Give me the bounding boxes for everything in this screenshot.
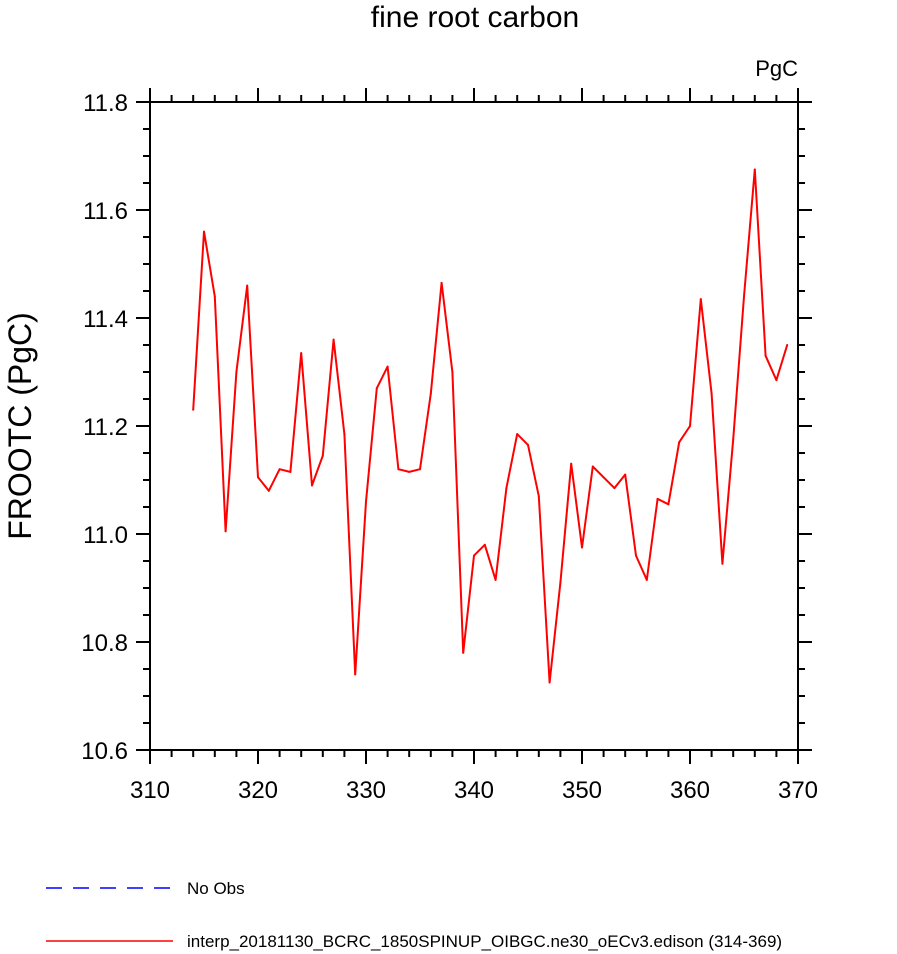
data-point	[710, 392, 713, 395]
data-point	[429, 392, 432, 395]
data-point	[527, 443, 529, 446]
data-point	[613, 487, 616, 490]
data-point	[451, 371, 454, 373]
data-point	[419, 468, 421, 471]
data-point	[505, 487, 508, 490]
y-tick-label: 10.8	[81, 630, 128, 657]
data-point	[581, 546, 583, 549]
x-tick-label: 350	[562, 777, 602, 804]
units-label: PgC	[755, 56, 798, 81]
data-point	[408, 470, 411, 473]
data-point	[721, 562, 724, 565]
y-tick-label: 10.6	[81, 738, 128, 765]
data-point	[537, 495, 540, 498]
data-point	[289, 470, 292, 473]
data-point	[300, 352, 303, 355]
x-tick-label: 320	[238, 777, 278, 804]
data-point	[775, 379, 778, 382]
legend-label: No Obs	[187, 879, 245, 898]
data-point	[494, 578, 497, 581]
data-point	[440, 281, 443, 284]
data-point	[224, 530, 227, 533]
data-point	[516, 433, 519, 436]
x-tick-label: 340	[454, 777, 494, 804]
series-layer	[192, 168, 789, 684]
data-point	[473, 554, 475, 557]
data-point	[246, 284, 249, 287]
data-point	[570, 462, 573, 465]
data-point	[343, 433, 346, 436]
data-point	[591, 465, 594, 468]
x-tick-label: 360	[670, 777, 710, 804]
x-tick-label: 310	[130, 777, 170, 804]
data-point	[332, 338, 335, 341]
data-point	[278, 468, 281, 471]
y-tick-label: 11.4	[83, 306, 128, 333]
data-point	[354, 673, 357, 676]
y-tick-label: 11.0	[83, 522, 128, 549]
x-tick-label: 370	[778, 777, 818, 804]
data-point	[375, 387, 378, 390]
plot-frame	[149, 101, 799, 751]
data-point	[397, 468, 400, 471]
data-point	[559, 581, 562, 584]
data-point	[321, 454, 324, 457]
data-point	[689, 425, 691, 427]
data-point	[667, 503, 670, 506]
data-point	[699, 298, 702, 301]
data-point	[732, 438, 735, 441]
x-tick-label: 330	[346, 777, 386, 804]
data-point	[483, 543, 486, 546]
data-point	[635, 554, 637, 557]
data-point	[203, 230, 205, 233]
data-point	[645, 578, 648, 581]
data-point	[656, 497, 659, 500]
data-point	[743, 295, 745, 298]
data-point	[786, 344, 789, 346]
data-point	[764, 354, 767, 357]
data-point	[753, 168, 756, 171]
data-point	[213, 295, 216, 298]
chart-title: fine root carbon	[371, 1, 579, 34]
y-tick-label: 11.6	[83, 198, 128, 225]
data-point	[267, 489, 270, 492]
data-point	[548, 681, 551, 684]
data-point	[678, 441, 681, 444]
y-tick-label: 11.8	[83, 90, 128, 117]
y-axis-label: FROOTC (PgC)	[2, 312, 38, 540]
y-tick-label: 11.2	[83, 414, 128, 441]
data-point	[365, 500, 367, 503]
data-point	[624, 473, 627, 476]
data-point	[386, 365, 389, 368]
legend: No Obs interp_20181130_BCRC_1850SPINUP_OI…	[46, 879, 782, 951]
axis-ticks: 310 320 330 340 350 360 370 10.6 10.8 11.0 11.2 11.…	[81, 88, 818, 804]
legend-label: interp_20181130_BCRC_1850SPINUP_OIBGC.ne…	[187, 932, 782, 951]
data-point	[311, 484, 313, 487]
data-point	[235, 371, 238, 373]
data-point	[462, 651, 465, 654]
data-point	[192, 408, 195, 411]
data-point	[257, 476, 259, 479]
series-line-0	[192, 168, 789, 684]
data-point	[602, 476, 605, 479]
